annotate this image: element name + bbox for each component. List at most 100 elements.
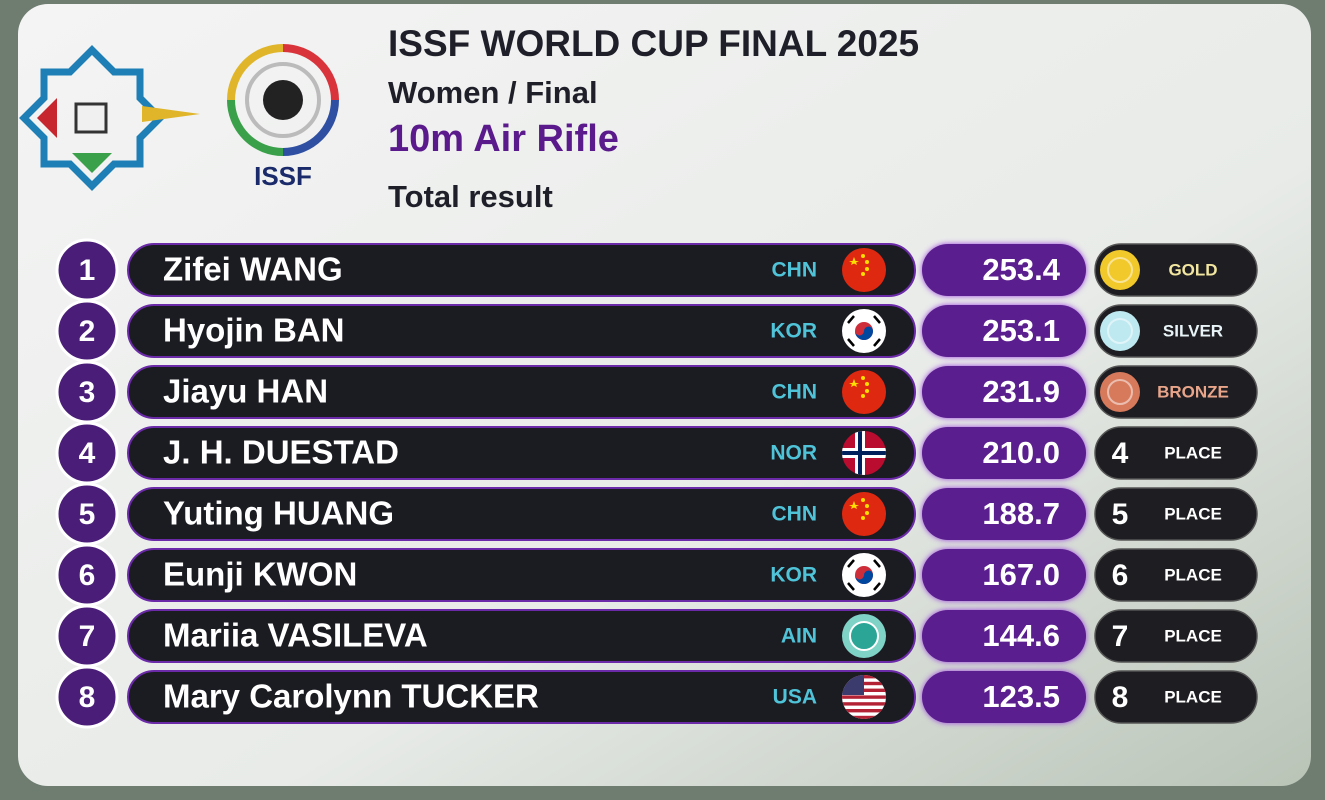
athlete-name: Mary Carolynn TUCKER — [163, 678, 539, 715]
name-bar — [127, 304, 916, 358]
medal-pill — [1094, 243, 1258, 297]
score-pill — [922, 671, 1086, 723]
medal-pill — [1094, 487, 1258, 541]
athlete-name: J. H. DUESTAD — [163, 434, 399, 471]
flag — [842, 431, 886, 475]
medal-pill — [1094, 304, 1258, 358]
medal-pill — [1094, 365, 1258, 419]
place-number: 6 — [1112, 559, 1129, 592]
place-number: 8 — [1112, 681, 1129, 714]
medal-icon — [1100, 250, 1140, 290]
rank: 4 — [79, 437, 96, 470]
nation: AIN — [781, 625, 817, 648]
rank: 2 — [79, 315, 96, 348]
result-row: 5 Yuting HUANG CHN 188.7 5 PLACE — [55, 482, 1258, 546]
score: 167.0 — [982, 557, 1060, 592]
result-row: 6 Eunji KWON KOR 167.0 6 PLACE — [55, 543, 1258, 607]
athlete-name: Mariia VASILEVA — [163, 617, 428, 654]
nation: CHN — [772, 259, 818, 282]
issf-logo: ISSF — [227, 44, 339, 191]
score: 210.0 — [982, 435, 1060, 470]
score-pill — [922, 244, 1086, 296]
athlete-name: Hyojin BAN — [163, 312, 345, 349]
flag — [842, 370, 886, 414]
flag — [842, 248, 886, 292]
medal-pill — [1094, 609, 1258, 663]
athlete-name: Eunji KWON — [163, 556, 357, 593]
medal-pill — [1094, 670, 1258, 724]
score-pill — [922, 366, 1086, 418]
name-bar — [127, 487, 916, 541]
nation: CHN — [772, 381, 818, 404]
score-pill — [922, 305, 1086, 357]
name-bar — [127, 365, 916, 419]
flag — [842, 675, 886, 719]
flag — [842, 553, 886, 597]
rank: 3 — [79, 376, 96, 409]
rank: 7 — [79, 620, 96, 653]
host-emblem — [19, 45, 200, 191]
nation: CHN — [772, 503, 818, 526]
medal: GOLD — [1168, 260, 1217, 279]
score: 144.6 — [982, 618, 1060, 653]
place-number: 7 — [1112, 620, 1129, 653]
medal-pill — [1094, 426, 1258, 480]
flag — [842, 309, 886, 353]
medal: PLACE — [1164, 504, 1222, 523]
logo-text: ISSF — [254, 161, 312, 191]
subtitle: Women / Final — [388, 75, 598, 110]
flag — [842, 492, 886, 536]
name-bar — [127, 243, 916, 297]
place-number: 4 — [1112, 437, 1129, 470]
rank: 8 — [79, 681, 96, 714]
title: ISSF WORLD CUP FINAL 2025 — [388, 23, 919, 64]
name-bar — [127, 670, 916, 724]
score-pill — [922, 427, 1086, 479]
rank: 1 — [79, 254, 96, 287]
medal-icon — [1100, 372, 1140, 412]
nation: KOR — [770, 564, 817, 587]
score: 253.1 — [982, 313, 1060, 348]
nation: KOR — [770, 320, 817, 343]
medal: BRONZE — [1157, 382, 1229, 401]
athlete-name: Yuting HUANG — [163, 495, 394, 532]
medal-icon — [1100, 311, 1140, 351]
nation: NOR — [770, 442, 817, 465]
medal-ring — [1107, 318, 1133, 344]
athlete-name: Zifei WANG — [163, 251, 343, 288]
medal: PLACE — [1164, 443, 1222, 462]
event: 10m Air Rifle — [388, 118, 619, 160]
result-row: 4 J. H. DUESTAD NOR 210.0 4 PLACE — [55, 421, 1258, 485]
medal-ring — [1107, 379, 1133, 405]
score: 231.9 — [982, 374, 1060, 409]
score: 253.4 — [982, 252, 1060, 287]
name-bar — [127, 609, 916, 663]
athlete-name: Jiayu HAN — [163, 373, 328, 410]
score: 123.5 — [982, 679, 1060, 714]
medal-pill — [1094, 548, 1258, 602]
score-pill — [922, 549, 1086, 601]
medal: PLACE — [1164, 687, 1222, 706]
rank-badge — [55, 665, 119, 729]
score-pill — [922, 610, 1086, 662]
result-label: Total result — [388, 179, 553, 214]
result-row: 1 Zifei WANG CHN 253.4 GOLD — [55, 238, 1258, 302]
medal-ring — [1107, 257, 1133, 283]
result-row: 8 Mary Carolynn TUCKER USA 123.5 8 PLACE — [55, 665, 1258, 729]
rank: 5 — [79, 498, 96, 531]
medal: SILVER — [1163, 321, 1223, 340]
medal: PLACE — [1164, 626, 1222, 645]
result-row: 7 Mariia VASILEVA AIN 144.6 7 PLACE — [55, 604, 1258, 668]
score-pill — [922, 488, 1086, 540]
nation: USA — [773, 686, 817, 709]
results: 1 Zifei WANG CHN 253.4 GOLD 2 Hyojin BAN KOR 253… — [55, 238, 1258, 729]
place-number: 5 — [1112, 498, 1129, 531]
result-row: 3 Jiayu HAN CHN 231.9 BRONZE — [55, 360, 1258, 424]
result-row: 2 Hyojin BAN KOR 253.1 SILVER — [55, 299, 1258, 363]
name-bar — [127, 426, 916, 480]
medal: PLACE — [1164, 565, 1222, 584]
name-bar — [127, 548, 916, 602]
rank: 6 — [79, 559, 96, 592]
